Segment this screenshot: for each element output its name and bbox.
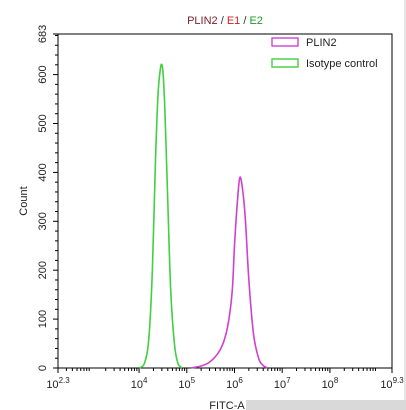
x-tick-label: 105	[178, 376, 195, 391]
x-tick-label: 109.3	[380, 376, 404, 391]
x-axis-label-overlay	[246, 400, 406, 410]
legend-label: Isotype control	[306, 58, 378, 70]
x-tick-label: 102.3	[46, 376, 70, 391]
x-tick-label: 104	[131, 376, 148, 391]
y-tick-label: 600	[37, 65, 49, 83]
title-part-4: E2	[249, 15, 262, 27]
x-axis: 102.3 104 105 106 107 108 109.3	[46, 368, 404, 391]
y-axis: 0 100 200 300 400 500 600 683	[37, 25, 58, 371]
y-tick-label: 300	[37, 212, 49, 230]
y-tick-label: 100	[37, 310, 49, 328]
title-part-2: E1	[227, 15, 240, 27]
y-tick-label: 0	[37, 365, 49, 371]
plot-frame	[57, 33, 393, 369]
x-tick-label: 108	[322, 376, 339, 391]
y-tick-label: 500	[37, 114, 49, 132]
legend-swatch	[271, 58, 299, 68]
title-part-0: PLIN2	[187, 15, 218, 27]
series-line-isotype-control	[138, 63, 183, 369]
y-axis-label: Count	[18, 186, 30, 215]
y-tick-label: 683	[37, 25, 49, 43]
legend: PLIN2 Isotype control	[271, 37, 378, 70]
y-tick-label: 400	[37, 163, 49, 181]
series-line-plin2	[190, 176, 269, 369]
x-tick-label: 106	[226, 376, 243, 391]
y-tick-label: 200	[37, 261, 49, 279]
legend-swatch	[271, 37, 299, 47]
x-axis-label: FITC-A	[209, 400, 245, 410]
x-tick-label: 107	[274, 376, 291, 391]
series-group	[138, 63, 269, 369]
title-part-3: /	[240, 15, 249, 27]
legend-label: PLIN2	[306, 37, 337, 49]
title-part-1: /	[218, 15, 227, 27]
chart-title: PLIN2 / E1 / E2	[187, 15, 263, 27]
